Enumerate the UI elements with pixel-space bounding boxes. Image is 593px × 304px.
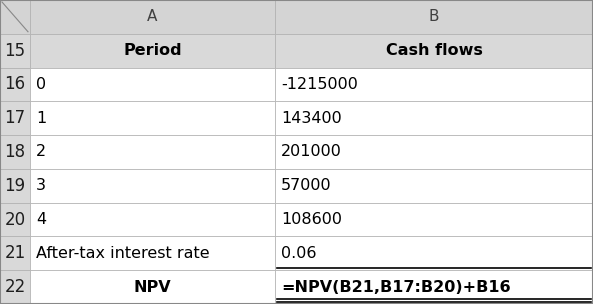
Bar — [275, 169, 593, 203]
Bar — [275, 270, 593, 304]
Bar — [0, 34, 30, 67]
Text: -1215000: -1215000 — [281, 77, 358, 92]
Bar — [0, 237, 30, 270]
Text: 22: 22 — [4, 278, 25, 296]
Bar — [30, 270, 275, 304]
Text: 17: 17 — [4, 109, 25, 127]
Text: 21: 21 — [4, 244, 25, 262]
Text: B: B — [429, 9, 439, 24]
Bar — [0, 203, 30, 237]
Text: 20: 20 — [4, 211, 25, 229]
Text: Cash flows: Cash flows — [385, 43, 483, 58]
Text: 1: 1 — [36, 111, 46, 126]
Bar — [30, 169, 275, 203]
Text: 15: 15 — [4, 42, 25, 60]
Bar — [30, 203, 275, 237]
Text: 18: 18 — [4, 143, 25, 161]
Text: 0.06: 0.06 — [281, 246, 317, 261]
Bar — [0, 101, 30, 135]
Bar — [30, 135, 275, 169]
Text: 16: 16 — [4, 75, 25, 93]
Bar — [30, 101, 275, 135]
Text: 19: 19 — [4, 177, 25, 195]
Bar — [275, 0, 593, 34]
Bar — [275, 67, 593, 101]
Bar — [30, 0, 275, 34]
Bar — [30, 67, 275, 101]
Bar — [275, 203, 593, 237]
Text: After-tax interest rate: After-tax interest rate — [36, 246, 209, 261]
Text: 143400: 143400 — [281, 111, 342, 126]
Bar — [275, 135, 593, 169]
Text: Period: Period — [123, 43, 182, 58]
Bar — [0, 0, 30, 34]
Text: 4: 4 — [36, 212, 46, 227]
Bar — [0, 67, 30, 101]
Bar — [275, 34, 593, 67]
Bar — [0, 169, 30, 203]
Bar — [30, 237, 275, 270]
Text: =NPV(B21,B17:B20)+B16: =NPV(B21,B17:B20)+B16 — [281, 280, 511, 295]
Text: 57000: 57000 — [281, 178, 331, 193]
Bar — [0, 270, 30, 304]
Bar — [30, 34, 275, 67]
Bar — [275, 101, 593, 135]
Text: 108600: 108600 — [281, 212, 342, 227]
Text: A: A — [147, 9, 158, 24]
Text: 0: 0 — [36, 77, 46, 92]
Bar — [0, 135, 30, 169]
Bar — [275, 237, 593, 270]
Text: 2: 2 — [36, 144, 46, 160]
Text: 201000: 201000 — [281, 144, 342, 160]
Text: NPV: NPV — [133, 280, 171, 295]
Text: 3: 3 — [36, 178, 46, 193]
